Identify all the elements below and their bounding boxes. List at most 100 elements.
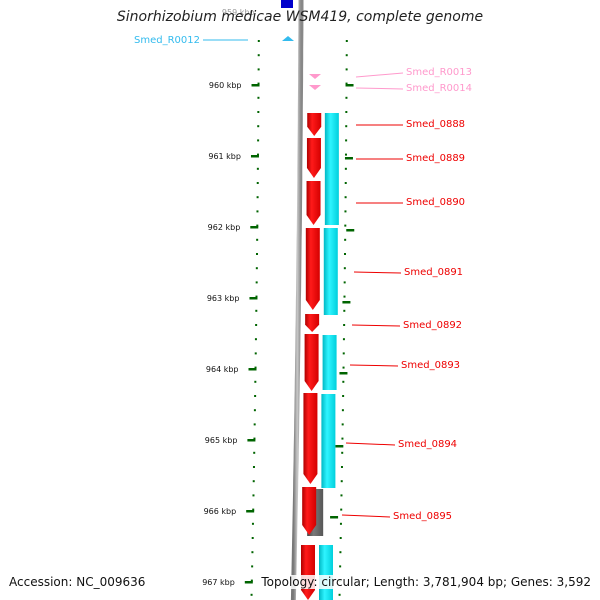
ruler-dot [257,54,260,57]
ruler-label: 965 kbp [205,436,238,445]
ruler-label: 963 kbp [207,294,240,303]
ruler-label: 962 kbp [208,223,241,232]
accession-label: Accession: NC_009636 [9,575,146,589]
cds-arrow[interactable] [302,487,317,535]
track-dot [344,238,347,241]
track-dot [339,565,342,568]
track-dot [345,96,348,99]
track-dot [343,253,346,255]
feature-label[interactable]: Smed_0892 [403,320,462,331]
outer-tick [335,445,344,448]
cds-arrow[interactable] [305,314,320,332]
rna-marker[interactable] [309,74,321,79]
track-dot [341,437,344,440]
feature-label[interactable]: Smed_R0012 [134,35,200,46]
cds-arrow[interactable] [306,181,321,225]
ruler-dot [256,210,259,213]
ruler-dot [251,565,254,568]
genome-backbone [290,0,304,600]
track-dot [342,395,345,397]
track-dot [343,295,346,298]
feature-label[interactable]: Smed_0890 [406,197,465,208]
ruler-tick [247,439,256,442]
ruler-label: 961 kbp [208,152,241,161]
ruler-dot [256,153,259,156]
rna-marker[interactable] [282,36,294,41]
ruler-dot [256,196,259,199]
ruler-dot [257,139,260,142]
track-dot [341,423,344,426]
track-dot [344,182,347,184]
cds-arrow[interactable] [307,113,322,136]
ruler-tick [251,84,260,87]
cds-reverse-track-segment [323,228,338,315]
track-dot [340,466,343,468]
outer-tick [330,516,339,519]
ruler-tick [244,581,253,584]
ruler-dot [255,324,258,326]
feature-label[interactable]: Smed_0891 [404,267,463,278]
feature-leader-line [355,87,404,90]
ruler-dot [255,267,258,270]
ruler-dot [253,423,256,426]
ruler-dot [253,437,256,440]
feature-label[interactable]: Smed_0889 [406,153,465,164]
ruler-tick [250,226,259,229]
ruler-dot [253,409,256,412]
track-dot [345,54,348,57]
track-dot [344,196,347,199]
track-dot [343,324,346,326]
cds-reverse-track-segment [318,545,333,600]
ruler-label: 967 kbp [202,578,235,587]
rna-marker[interactable] [309,85,321,90]
cds-reverse-track-segment [324,113,339,225]
ruler-dot [255,281,258,284]
track-dot [345,125,348,128]
track-dot [343,309,346,312]
track-dot [343,267,346,270]
ruler-dot [254,366,257,369]
track-dot [344,224,347,227]
track-dot [345,139,348,142]
track-dot [340,494,343,497]
track-dot [344,210,347,213]
track-dot [345,82,348,85]
ruler-label: 960 kbp [209,81,242,90]
outer-tick [346,229,355,232]
feature-leader-line [353,271,402,274]
ruler-tick [248,368,257,371]
track-dot [345,68,348,71]
adjacent-feature-block [281,0,293,8]
feature-label[interactable]: Smed_0888 [406,119,465,130]
ruler-dot [252,508,255,511]
track-dot [345,111,348,113]
ruler-label: 964 kbp [206,365,239,374]
ruler-tick [249,297,258,300]
ruler-dot [252,494,255,497]
feature-label[interactable]: Smed_R0013 [406,67,472,78]
track-dot [342,352,345,355]
ruler-dot [256,224,259,227]
track-dot [342,338,345,341]
track-dot [343,281,346,284]
feature-label[interactable]: Smed_0895 [393,511,452,522]
topology-summary: Topology: circular; Length: 3,781,904 bp… [261,575,591,589]
feature-label[interactable]: Smed_0894 [398,439,457,450]
feature-label[interactable]: Smed_0893 [401,360,460,371]
track-dot [340,480,343,483]
cds-arrow[interactable] [304,334,319,391]
ruler-dot [251,522,254,525]
outer-tick [344,157,353,160]
ruler-dot [250,593,253,596]
ruler-dot [254,380,257,383]
cds-arrow[interactable] [305,228,320,310]
track-dot [339,551,342,554]
feature-label[interactable]: Smed_R0014 [406,83,472,94]
feature-leader-line [349,364,399,367]
ruler-dot [255,309,258,312]
cds-arrow[interactable] [300,545,315,600]
cds-arrow[interactable] [306,138,321,178]
track-dot [340,508,343,511]
cds-arrow[interactable] [303,393,318,484]
ruler-dot [257,125,260,128]
